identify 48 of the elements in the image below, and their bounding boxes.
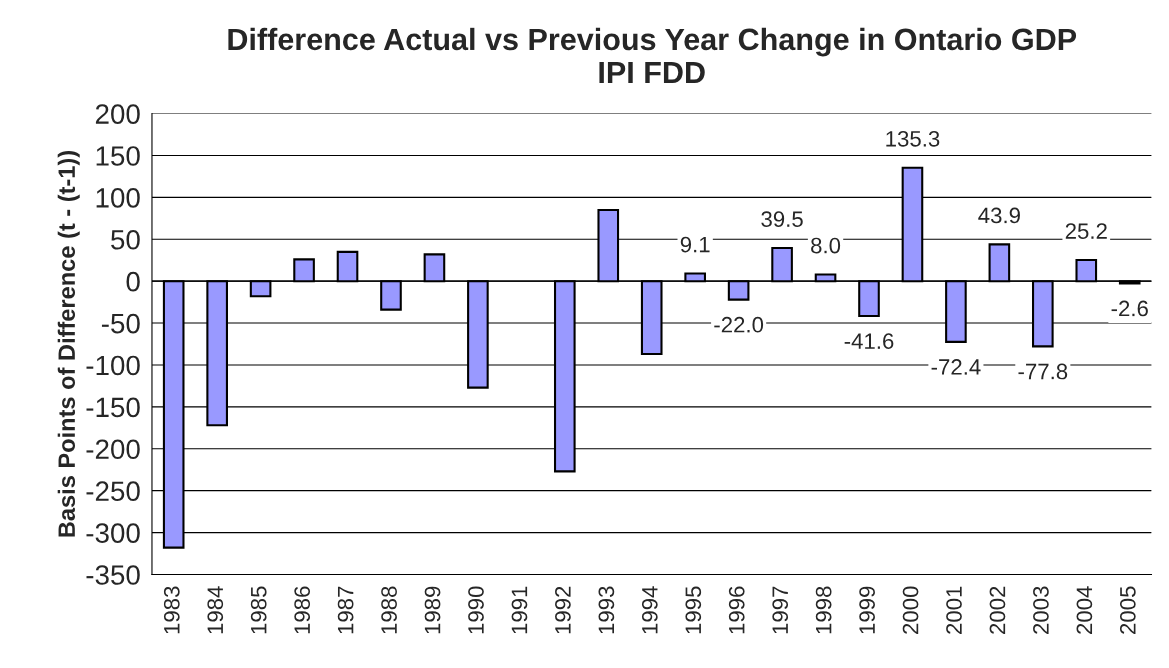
x-tick-label: 1992 [555,586,571,634]
x-tick-label: 1991 [511,586,528,634]
data-label: -2.6 [1111,300,1148,317]
x-tick-label: 1993 [598,586,615,634]
data-label: 39.5 [761,211,803,228]
y-tick-label: 100 [96,188,140,208]
x-tick-label: 1989 [424,586,441,634]
y-tick-label: -50 [101,313,140,334]
x-tick-label: 1999 [859,586,875,634]
x-tick-label: 2003 [1033,586,1049,634]
chart-title: Difference Actual vs Previous Year Change in Ontario GDP IPI FDD [228,27,1077,83]
data-label: -77.8 [1018,363,1068,380]
y-tick-label: -350 [86,565,140,585]
data-label: 8.0 [811,237,841,254]
data-label: 43.9 [978,207,1020,224]
x-tick-label: 1995 [685,586,702,634]
x-tick-label: 2005 [1119,586,1136,634]
x-tick-label: 1990 [468,586,484,634]
y-tick-label: 50 [111,229,140,250]
y-tick-label: -300 [86,523,140,543]
x-tick-label: 2001 [946,586,962,634]
y-tick-label: -100 [86,355,140,376]
x-tick-label: 2002 [989,586,1006,634]
data-label: -22.0 [714,316,764,333]
y-tick-label: -200 [86,439,140,460]
y-tick-label: -150 [86,397,140,418]
x-tick-label: 1984 [207,586,224,634]
x-tick-label: 1997 [772,586,789,634]
x-tick-label: 1996 [728,586,745,634]
data-label: 135.3 [886,130,940,147]
x-tick-label: 1987 [337,586,354,634]
x-tick-label: 2004 [1076,586,1093,634]
x-tick-label: 1983 [163,586,180,634]
x-tick-label: 1994 [641,586,658,634]
data-label: -41.6 [844,333,894,350]
y-tick-label: 200 [95,104,140,124]
x-tick-label: 1988 [381,586,397,634]
y-tick-label: -250 [86,481,140,502]
x-tick-label: 1998 [815,586,832,634]
data-label: -72.4 [931,359,981,375]
y-axis-title: Basis Points of Difference (t - (t-1)) [57,151,80,537]
x-tick-label: 1986 [294,586,311,634]
x-tick-label: 2000 [902,586,919,634]
data-label: 25.2 [1065,223,1107,239]
y-tick-label: 150 [96,146,140,166]
data-label: 9.1 [680,236,710,253]
x-tick-label: 1985 [250,586,267,634]
y-tick-label: 0 [126,271,140,292]
